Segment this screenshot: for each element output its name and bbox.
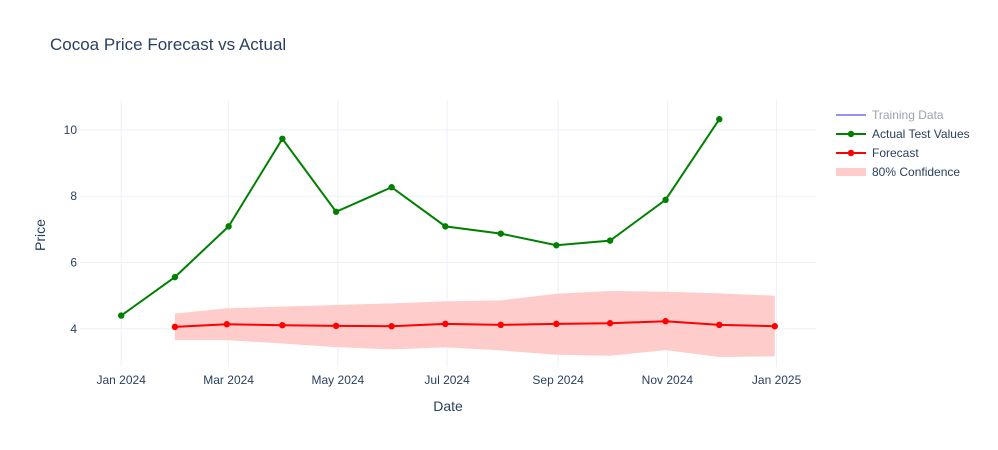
gridlines xyxy=(80,100,816,367)
legend[interactable]: Training Data Actual Test Values Forecast 8… xyxy=(836,108,970,179)
forecast-point xyxy=(171,323,179,331)
legend-label: 80% Confidence xyxy=(872,165,960,179)
legend-item-actual-test-values[interactable]: Actual Test Values xyxy=(836,127,970,141)
actual-test-values-point xyxy=(225,223,232,230)
legend-item-forecast[interactable]: Forecast xyxy=(836,146,919,160)
x-tick-label: Nov 2024 xyxy=(642,373,694,387)
forecast-point xyxy=(388,323,395,330)
forecast-point xyxy=(279,322,286,329)
legend-label: Training Data xyxy=(872,108,944,122)
legend-swatch xyxy=(836,168,866,176)
x-tick-label: Jul 2024 xyxy=(424,373,470,387)
x-tick-label: Jan 2024 xyxy=(96,373,146,387)
y-axis-title: Price xyxy=(32,219,48,251)
forecast-point xyxy=(716,321,723,329)
forecast-point xyxy=(332,322,340,330)
actual-test-values-point xyxy=(332,208,340,215)
actual-test-values-line xyxy=(120,118,721,317)
y-tick-label: 10 xyxy=(64,123,78,137)
legend-item-80-confidence[interactable]: 80% Confidence xyxy=(836,165,960,179)
x-tick-label: Mar 2024 xyxy=(203,373,254,387)
legend-marker xyxy=(847,130,855,138)
x-tick-label: Sep 2024 xyxy=(532,373,584,387)
series-layer xyxy=(117,116,779,331)
actual-test-values-point xyxy=(279,135,286,143)
forecast-point xyxy=(223,321,231,328)
actual-test-values-point xyxy=(388,184,395,191)
forecast-point xyxy=(553,320,560,328)
forecast-line xyxy=(174,320,775,328)
x-axis-title: Date xyxy=(433,398,463,414)
actual-test-values-point xyxy=(497,230,505,237)
forecast-point xyxy=(606,320,614,327)
y-tick-label: 6 xyxy=(70,256,77,270)
x-tick-label: Jan 2025 xyxy=(752,373,802,387)
y-tick-label: 4 xyxy=(70,322,77,336)
actual-test-values-point xyxy=(716,116,723,123)
actual-test-values-point xyxy=(442,223,449,230)
legend-label: Actual Test Values xyxy=(872,127,970,141)
y-tick-label: 8 xyxy=(70,189,77,203)
y-axis-ticks: 4 6 8 10 xyxy=(64,123,78,336)
forecast-point xyxy=(662,318,669,325)
legend-label: Forecast xyxy=(872,146,919,160)
x-axis-ticks: Jan 2024 Mar 2024 May 2024 Jul 2024 Sep 2024… xyxy=(96,373,801,387)
legend-marker xyxy=(847,149,855,157)
forecast-point xyxy=(771,323,779,330)
legend-item-training-data[interactable]: Training Data xyxy=(836,108,944,122)
x-tick-label: May 2024 xyxy=(312,373,365,387)
actual-test-values-point xyxy=(171,273,179,281)
chart-title: Cocoa Price Forecast vs Actual xyxy=(50,35,286,54)
forecast-point xyxy=(497,321,505,329)
actual-test-values-point xyxy=(117,312,125,319)
actual-test-values-point xyxy=(606,237,614,244)
actual-test-values-point xyxy=(662,196,669,204)
forecast-point xyxy=(442,320,449,328)
actual-test-values-point xyxy=(553,242,560,249)
